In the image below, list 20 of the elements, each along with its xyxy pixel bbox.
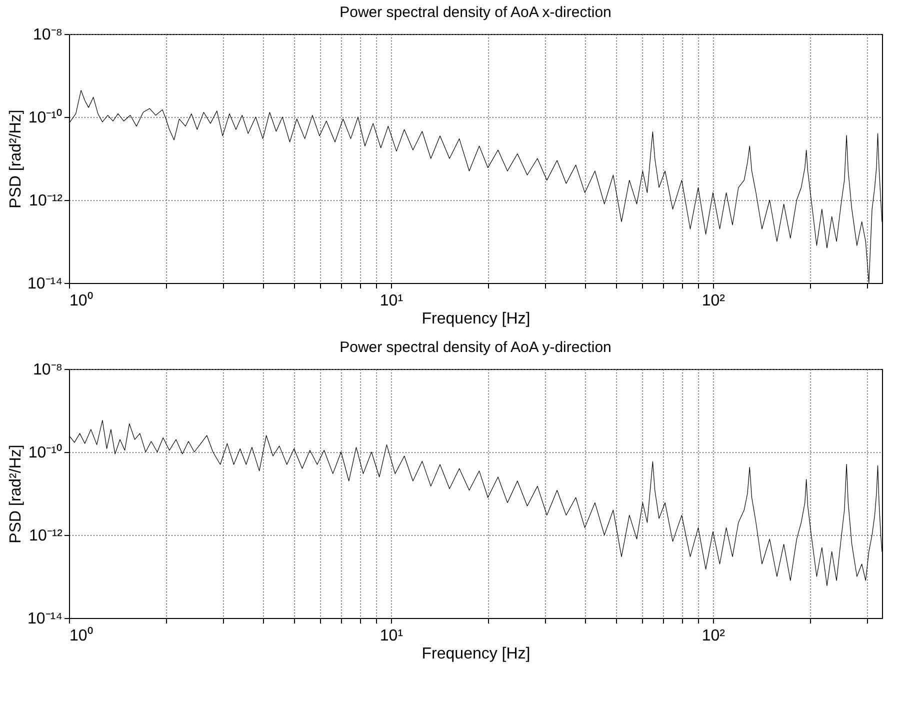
y-tick-label: 10⁻¹⁴	[28, 610, 63, 628]
y-axis-title: PSD [rad²/Hz]	[8, 110, 24, 208]
chart-title: Power spectral density of AoA x-direction	[340, 4, 612, 21]
x-tick-label: 10¹	[380, 628, 404, 644]
x-tick-label: 10²	[702, 628, 726, 644]
y-axis-title: PSD [rad²/Hz]	[8, 444, 24, 544]
y-tick-label: 10⁻¹⁰	[28, 108, 62, 126]
x-tick-label: 10¹	[380, 292, 404, 310]
x-tick-label: 10²	[702, 292, 726, 310]
y-tick-label: 10⁻¹⁰	[28, 444, 62, 462]
y-tick-label: 10⁻¹⁴	[28, 276, 63, 292]
y-tick-label: 10⁻¹²	[29, 192, 64, 210]
x-tick-label: 10⁰	[70, 292, 94, 310]
y-tick-label: 10⁻⁸	[32, 26, 62, 44]
chart-title: Power spectral density of AoA y-direction	[340, 339, 612, 356]
x-tick-label: 10⁰	[70, 626, 94, 644]
y-tick-label: 10⁻¹²	[29, 528, 64, 544]
x-axis-title: Frequency [Hz]	[422, 646, 530, 662]
x-axis-title: Frequency [Hz]	[422, 310, 530, 328]
y-tick-label: 10⁻⁸	[32, 362, 62, 378]
